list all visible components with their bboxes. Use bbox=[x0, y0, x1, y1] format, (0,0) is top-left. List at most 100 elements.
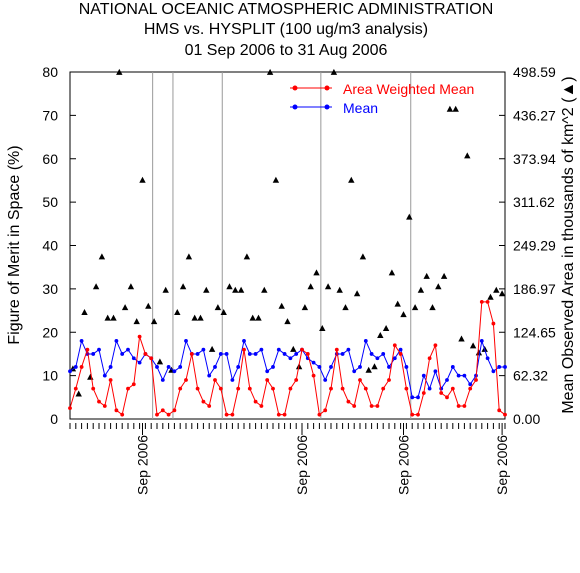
right-axis-ticks: 0.00 62.32 124.65 186.97 249.29 311.62 373.94 4… bbox=[499, 64, 556, 427]
awm-point bbox=[68, 406, 72, 411]
awm-point bbox=[450, 386, 455, 391]
awm-point bbox=[108, 378, 113, 382]
awm-point bbox=[346, 399, 351, 404]
legend-awm-label: Area Weighted Mean bbox=[343, 81, 474, 97]
area-triangle-point bbox=[278, 302, 285, 309]
awm-point bbox=[358, 378, 362, 382]
awm-point bbox=[120, 412, 125, 417]
mean-point bbox=[479, 339, 484, 343]
awm-point bbox=[468, 386, 473, 391]
mean-point bbox=[236, 365, 241, 369]
area-triangle-point bbox=[382, 325, 390, 332]
awm-point bbox=[236, 386, 241, 391]
mean-point bbox=[456, 373, 461, 378]
area-triangle-point bbox=[319, 325, 326, 332]
mean-point bbox=[491, 369, 496, 374]
awm-point bbox=[491, 321, 496, 326]
area-triangle-point bbox=[179, 283, 187, 290]
area-triangle-point bbox=[185, 253, 193, 260]
awm-point bbox=[334, 347, 339, 352]
area-triangle-point bbox=[371, 363, 378, 370]
area-triangle-point bbox=[255, 314, 262, 321]
awm-point bbox=[421, 391, 426, 395]
area-triangle-point bbox=[417, 286, 425, 293]
awm-point bbox=[363, 386, 368, 391]
area-triangle-point bbox=[388, 269, 396, 276]
y2-tick-label-1: 62.32 bbox=[513, 368, 548, 384]
mean-point bbox=[416, 395, 420, 400]
mean-point bbox=[398, 347, 403, 352]
area-triangle-point bbox=[220, 309, 227, 316]
awm-point bbox=[166, 412, 171, 417]
awm-point bbox=[387, 378, 391, 382]
area-triangle-point bbox=[353, 290, 361, 297]
area-triangle-point bbox=[423, 272, 430, 279]
y2-tick-label-2: 124.65 bbox=[513, 324, 556, 340]
awm-point bbox=[311, 373, 316, 378]
area-triangle-point bbox=[266, 68, 274, 75]
area-triangle-point bbox=[359, 253, 367, 260]
awm-point bbox=[282, 412, 287, 417]
mean-point bbox=[276, 347, 281, 352]
awm-point bbox=[160, 408, 165, 413]
mean-point bbox=[108, 365, 113, 369]
mean-point bbox=[91, 352, 96, 356]
area-triangle-point bbox=[487, 293, 494, 300]
mean-point bbox=[230, 378, 235, 382]
mean-point bbox=[160, 378, 165, 382]
legend-awm-marker-left bbox=[292, 85, 298, 91]
y2-tick-label-3: 186.97 bbox=[513, 281, 556, 297]
area-triangle-point bbox=[301, 304, 309, 311]
area-triangle-point bbox=[92, 283, 100, 290]
area-triangle-point bbox=[458, 335, 465, 342]
mean-point bbox=[462, 373, 467, 378]
area-triangle-point bbox=[98, 253, 106, 260]
area-triangle-point bbox=[162, 286, 169, 293]
mean-point bbox=[155, 365, 159, 369]
x-axis-ticks: Sep 2006 Sep 2006 Sep 2006 Sep 2006 bbox=[69, 423, 510, 495]
awm-point bbox=[259, 404, 264, 408]
awm-point bbox=[97, 399, 101, 404]
area-triangle-point bbox=[342, 304, 349, 311]
mean-line bbox=[69, 339, 505, 398]
awm-point bbox=[73, 386, 78, 391]
mean-point bbox=[137, 360, 142, 365]
awm-point bbox=[265, 378, 270, 382]
awm-point bbox=[456, 404, 461, 408]
awm-point bbox=[288, 386, 293, 391]
awm-point bbox=[114, 408, 119, 413]
awm-point bbox=[201, 399, 206, 404]
area-triangle-point bbox=[150, 318, 158, 325]
awm-point bbox=[352, 404, 357, 408]
awm-point bbox=[224, 412, 229, 417]
x-tick-label-2: Sep 2006 bbox=[396, 435, 412, 495]
awm-point bbox=[247, 386, 252, 391]
area-triangle-point bbox=[121, 304, 129, 311]
left-axis-ticks: 0 10 20 30 40 50 60 70 80 bbox=[42, 64, 76, 427]
mean-point bbox=[271, 365, 275, 369]
y2-tick-label-4: 249.29 bbox=[513, 238, 556, 254]
mean-point bbox=[288, 356, 293, 361]
legend: Area Weighted Mean Mean bbox=[290, 81, 474, 116]
area-triangle-point bbox=[87, 373, 94, 380]
y-axis-label: Figure of Merit in Space (%) bbox=[6, 145, 23, 344]
mean-point bbox=[102, 373, 107, 378]
mean-point bbox=[259, 347, 264, 352]
area-triangle-point bbox=[197, 314, 204, 321]
mean-point bbox=[381, 352, 386, 356]
area-triangle-point bbox=[411, 304, 419, 311]
awm-point bbox=[410, 412, 415, 417]
area-triangle-point bbox=[348, 176, 355, 183]
area-triangle-point bbox=[208, 345, 216, 352]
area-triangle-point bbox=[330, 68, 338, 75]
awm-point bbox=[398, 352, 403, 356]
awm-point bbox=[79, 365, 84, 369]
area-triangle-point bbox=[464, 152, 471, 159]
awm-point bbox=[497, 408, 502, 413]
awm-point bbox=[485, 299, 490, 304]
awm-point bbox=[271, 386, 275, 391]
y-tick-label-5: 50 bbox=[42, 194, 58, 210]
area-triangle-point bbox=[440, 272, 448, 279]
area-triangle-point bbox=[469, 342, 477, 349]
mean-point bbox=[392, 356, 397, 361]
